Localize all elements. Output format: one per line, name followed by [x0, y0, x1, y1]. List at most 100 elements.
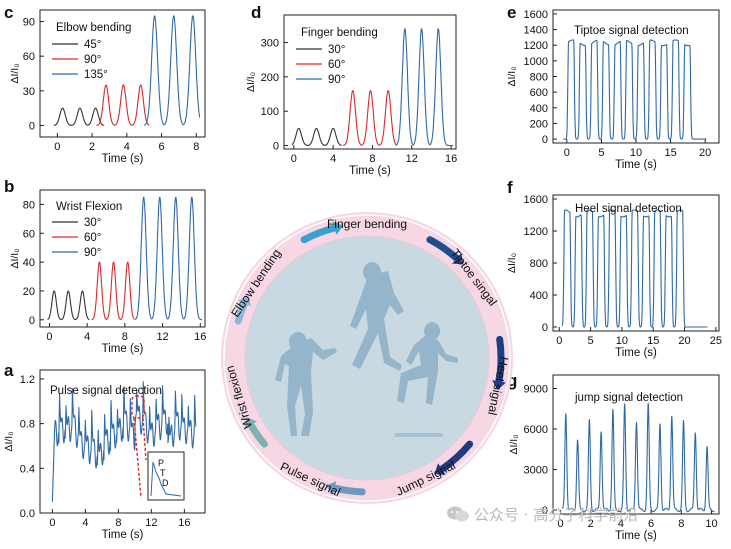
legend-label: 60°: [328, 59, 345, 71]
y-tick-label: 1600: [524, 194, 548, 206]
y-axis-label: ΔI/I₀: [3, 431, 15, 451]
series-line-1: [96, 84, 150, 126]
x-tick-label: 10: [630, 147, 642, 159]
wechat-icon: [446, 505, 470, 523]
y-tick-label: 0: [29, 120, 35, 132]
x-tick-label: 12: [406, 153, 418, 165]
inset-label: D: [162, 478, 169, 488]
arrow-wrist-head: [244, 417, 257, 429]
y-axis-label: ΔI/I₀: [506, 66, 518, 86]
panel-letter: g: [507, 371, 517, 390]
y-axis-label: ΔI/I₀: [508, 434, 520, 454]
x-axis-label: Time (s): [349, 165, 391, 177]
y-tick-label: 600: [530, 87, 548, 99]
y-tick-label: 200: [530, 118, 548, 130]
panel-title: Tiptoe signal detection: [574, 25, 689, 37]
x-tick-label: 16: [194, 331, 206, 343]
panel-title: Pulse signal detection: [50, 385, 162, 397]
x-tick-label: 16: [445, 153, 457, 165]
x-tick-label: 15: [664, 147, 676, 159]
legend-label: 30°: [84, 217, 101, 229]
panel-title: Elbow bending: [56, 22, 131, 34]
panel-title: jump signal detection: [574, 392, 683, 404]
arrow-jump-head: [434, 463, 446, 475]
plot-area: [53, 15, 201, 126]
y-tick-label: 1000: [524, 56, 548, 68]
x-tick-label: 10: [705, 518, 717, 530]
x-tick-label: 0: [557, 518, 563, 530]
panel-g: g 0 2 4 6 8 10 0 3000 6000 9000 Time (s) ΔI/I₀ jump s…: [507, 371, 720, 542]
x-tick-label: 20: [678, 335, 690, 347]
plot-frame: [39, 9, 206, 138]
panel-letter: f: [507, 178, 513, 197]
x-tick-label: 5: [598, 147, 604, 159]
y-tick-label: 1200: [524, 40, 548, 52]
watermark-text: 公众号 · 高分子科学前沿: [474, 505, 639, 524]
highlight-connector: [142, 417, 147, 461]
x-tick-label: 0: [46, 331, 52, 343]
walker-figure: [350, 262, 404, 371]
y-axis-label: ΔI/I₀: [245, 72, 257, 92]
x-axis-label: Time (s): [102, 153, 144, 165]
y-tick-label: 0: [273, 141, 279, 153]
arrow-elbow: [234, 300, 249, 325]
ring-label: Finger bending: [327, 217, 407, 231]
x-tick-label: 2: [89, 141, 95, 153]
legend-label: 45°: [84, 39, 101, 51]
panel-title: Heel signal detection: [575, 203, 682, 215]
y-tick-label: 6000: [524, 424, 548, 436]
y-tick-label: 20: [23, 286, 35, 298]
plot-frame: [39, 369, 206, 514]
legend-label: 30°: [328, 44, 345, 56]
plot-area: [47, 196, 203, 321]
panel-b: b 0 4 8 12 16 0 20 40 60 80 Time (s) ΔI/I₀ Wrist Flex…: [4, 177, 206, 355]
arrow-pulse: [331, 484, 366, 496]
legend-label: 90°: [328, 74, 345, 86]
x-axis-label: Time (s): [615, 347, 657, 359]
x-tick-label: 0: [564, 147, 570, 159]
watermark: 公众号 · 高分子科学前沿: [446, 502, 706, 526]
highlight-box: [131, 395, 145, 419]
panel-title: Finger bending: [301, 27, 378, 39]
x-tick-label: 10: [616, 335, 628, 347]
arrow-wrist: [247, 421, 268, 448]
x-tick-label: 5: [588, 335, 594, 347]
x-tick-label: 12: [156, 331, 168, 343]
y-tick-label: 0: [29, 315, 35, 327]
x-tick-label: 6: [159, 141, 165, 153]
inset-box: [147, 451, 185, 501]
plot-area: [561, 209, 708, 328]
y-tick-label: 1200: [524, 226, 548, 238]
arrow-jump: [438, 440, 474, 473]
panel-f: f 0 5 10 15 20 25 0 400 800 1200 1600 Time (s) ΔI/I₀ H…: [506, 178, 722, 359]
x-tick-label: 0: [291, 153, 297, 165]
series-line-2: [143, 15, 201, 126]
arrow-pulse-head: [325, 481, 337, 495]
plot-area: [291, 28, 454, 147]
x-tick-label: 15: [647, 335, 659, 347]
panel-c: c 0 2 4 6 8 0 30 60 90 Time (s) ΔI/I₀ Elbow bending 4…: [4, 3, 206, 165]
panel-letter: a: [4, 361, 14, 380]
arrow-finger-head: [332, 221, 344, 235]
y-tick-label: 60: [23, 51, 35, 63]
legend-label: 90°: [84, 247, 101, 259]
panel-letter: d: [251, 3, 261, 22]
x-tick-label: 8: [115, 517, 121, 529]
ring-edge: [223, 214, 511, 502]
x-tick-label: 20: [699, 147, 711, 159]
panel-letter: c: [4, 3, 13, 22]
series-line-0: [47, 290, 90, 321]
panel-title: Wrist Flexion: [56, 201, 122, 213]
x-tick-label: 4: [618, 518, 624, 530]
standing-figure: [275, 332, 337, 436]
y-tick-label: 400: [530, 103, 548, 115]
plot-area: [561, 402, 715, 513]
y-tick-label: 80: [23, 199, 35, 211]
y-axis-label: ΔI/I₀: [9, 63, 21, 83]
legend-label: 135°: [84, 69, 108, 81]
y-tick-label: 800: [530, 258, 548, 270]
signal-line: [561, 402, 715, 513]
plot-area: [51, 381, 197, 502]
